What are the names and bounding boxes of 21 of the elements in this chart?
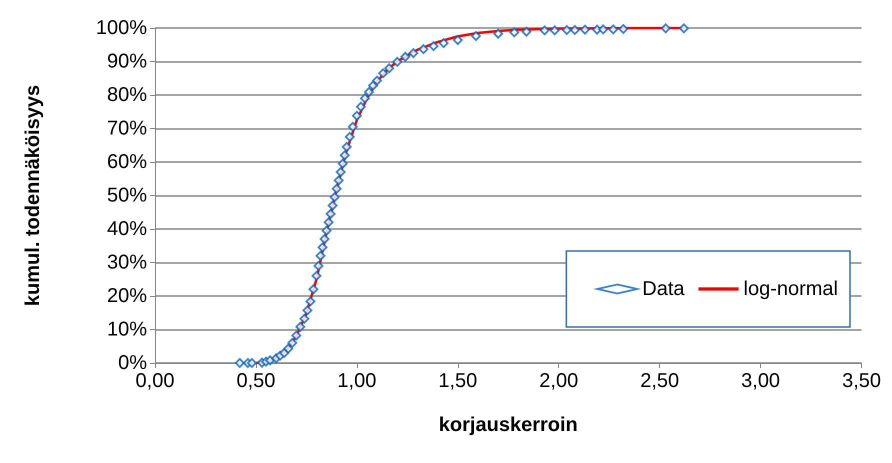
y-tick-label: 50% [106, 184, 148, 206]
x-tick-label: 0,50 [236, 370, 276, 392]
x-axis-title: korjauskerroin [438, 414, 578, 436]
y-tick-label: 60% [106, 151, 148, 173]
y-tick-label: 20% [106, 285, 148, 307]
legend-label: log-normal [744, 278, 838, 300]
x-tick-label: 3,50 [842, 370, 882, 392]
x-tick-label: 3,00 [741, 370, 780, 392]
x-tick-label: 2,50 [640, 370, 680, 392]
x-tick-label: 1,50 [438, 370, 478, 392]
x-tick-label: 1,00 [337, 370, 376, 392]
y-tick-label: 100% [96, 17, 148, 39]
y-tick-label: 40% [106, 218, 148, 240]
y-axis-title: kumul. todennäköisyys [22, 84, 44, 306]
y-tick-label: 30% [106, 252, 148, 274]
y-tick-label: 10% [106, 318, 148, 340]
y-tick-label: 90% [106, 50, 148, 72]
x-tick-label: 2,00 [539, 370, 578, 392]
legend-label: Data [642, 278, 686, 300]
y-tick-label: 80% [106, 84, 148, 106]
y-tick-label: 70% [106, 118, 148, 140]
